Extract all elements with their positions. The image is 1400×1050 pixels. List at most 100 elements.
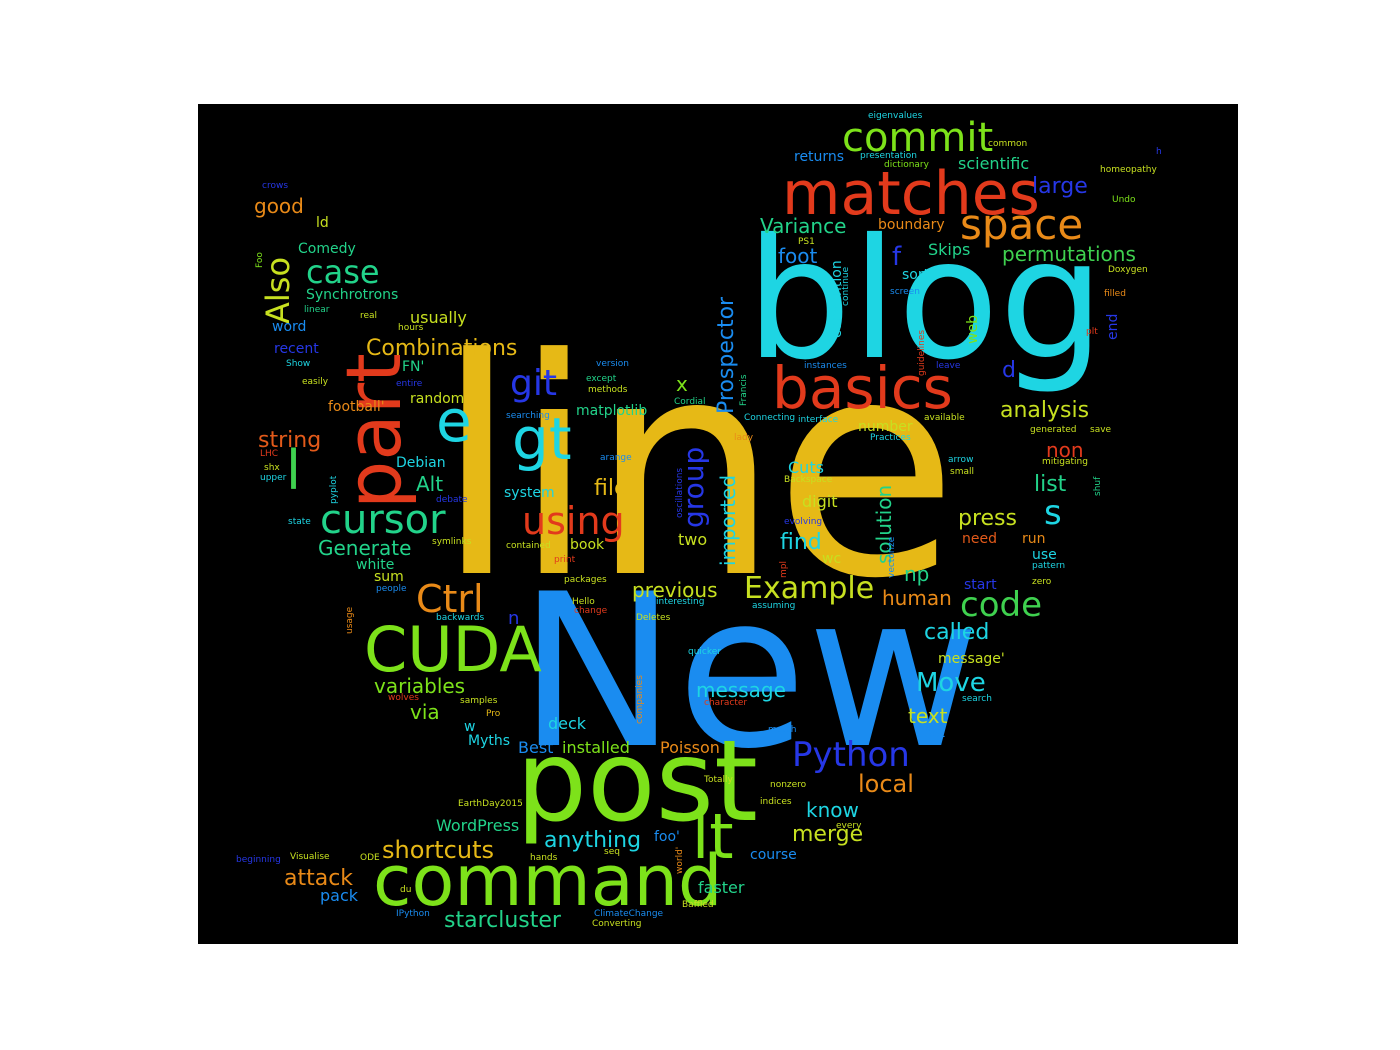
word: attack <box>284 866 354 891</box>
word: Alt <box>416 472 444 496</box>
word: Move <box>916 668 986 698</box>
word: Pro <box>486 709 501 719</box>
word: installed <box>562 738 630 757</box>
word: returns <box>794 149 845 165</box>
word: start <box>964 577 997 593</box>
word: Prospector <box>714 296 739 414</box>
word: human <box>882 586 952 610</box>
word: debate <box>436 495 468 505</box>
word: np <box>904 562 930 586</box>
word: hours <box>398 323 424 333</box>
word: CUDA <box>364 613 542 686</box>
word: Hello <box>572 597 595 607</box>
word: mitigating <box>1042 457 1088 467</box>
word: deck <box>548 714 587 733</box>
word: presentation <box>860 151 917 161</box>
word: message <box>696 678 786 702</box>
word: Undo <box>1112 195 1136 205</box>
word: companies <box>635 675 645 724</box>
word: Synchrotrons <box>306 287 399 303</box>
word: indices <box>760 797 792 807</box>
word: methods <box>588 385 628 395</box>
word: change <box>574 606 608 616</box>
word: number <box>858 419 913 435</box>
word: generated <box>1030 425 1077 435</box>
word: version <box>596 359 629 369</box>
word: press <box>958 506 1017 531</box>
word: x <box>676 372 688 396</box>
word: PS1 <box>798 237 815 247</box>
word: continue <box>841 266 851 306</box>
word: word <box>272 319 307 335</box>
word: sort <box>902 267 930 283</box>
word: lady <box>734 433 754 443</box>
word: non <box>1046 438 1084 462</box>
word: interesting <box>656 597 705 607</box>
word: quicker <box>688 647 721 657</box>
word: Converting <box>592 919 642 929</box>
word: git <box>510 363 557 404</box>
word: local <box>858 770 914 798</box>
word: imported <box>716 474 740 566</box>
word: small <box>950 467 974 477</box>
word: matplotlib <box>576 403 648 419</box>
word: cursor <box>320 497 446 543</box>
word: hands <box>530 853 558 863</box>
word: Also <box>259 256 297 324</box>
word: run <box>1022 531 1046 547</box>
word: plt <box>1086 327 1098 337</box>
word: Generate <box>318 536 412 560</box>
word: basics <box>772 354 953 422</box>
word: foot <box>778 244 818 268</box>
word: wc <box>822 551 842 567</box>
word: packages <box>564 575 607 585</box>
word: Francis <box>739 374 749 406</box>
word: nonzero <box>770 780 807 790</box>
word: evolving <box>784 517 823 527</box>
word: save <box>1090 425 1112 435</box>
word: l <box>286 439 302 502</box>
word: large <box>1032 174 1088 199</box>
word: usage <box>345 606 355 634</box>
word: space <box>960 200 1084 249</box>
word: test <box>918 725 945 741</box>
word: arrow <box>948 455 974 465</box>
word: Ctrl <box>416 577 484 621</box>
word: Debian <box>396 455 446 471</box>
word: mpl <box>779 561 789 578</box>
word: Backspace <box>784 475 833 485</box>
word: Myths <box>468 733 511 749</box>
word: scientific <box>958 154 1030 173</box>
word: list <box>1034 472 1067 497</box>
word: text <box>908 704 948 728</box>
word: blog <box>746 204 1105 397</box>
word: message' <box>938 651 1005 667</box>
word: assuming <box>752 601 796 611</box>
word: boundary <box>878 217 945 233</box>
word: filled <box>1104 289 1126 299</box>
word: Show <box>286 359 311 369</box>
word: Comedy <box>298 241 356 257</box>
word: gt <box>512 405 572 473</box>
word: Totally <box>704 775 733 785</box>
word: pattern <box>1032 561 1066 571</box>
word: zero <box>1032 577 1052 587</box>
word: system <box>504 485 555 501</box>
word: LHC <box>260 449 279 459</box>
word: shuf <box>1093 476 1103 496</box>
word: faster <box>698 878 745 897</box>
word: previous <box>632 578 718 602</box>
word: book <box>570 537 605 553</box>
word: du <box>400 885 412 895</box>
word: w <box>464 719 476 735</box>
word: post <box>516 717 758 847</box>
word: Poisson <box>660 738 720 757</box>
word: symlinks <box>432 537 472 547</box>
word: line <box>435 295 958 644</box>
word: Doxygen <box>1108 265 1148 275</box>
word: starcluster <box>444 908 561 933</box>
word: need <box>962 531 997 547</box>
word: FN' <box>402 359 425 375</box>
word: good <box>254 194 304 218</box>
word: white <box>356 557 395 573</box>
